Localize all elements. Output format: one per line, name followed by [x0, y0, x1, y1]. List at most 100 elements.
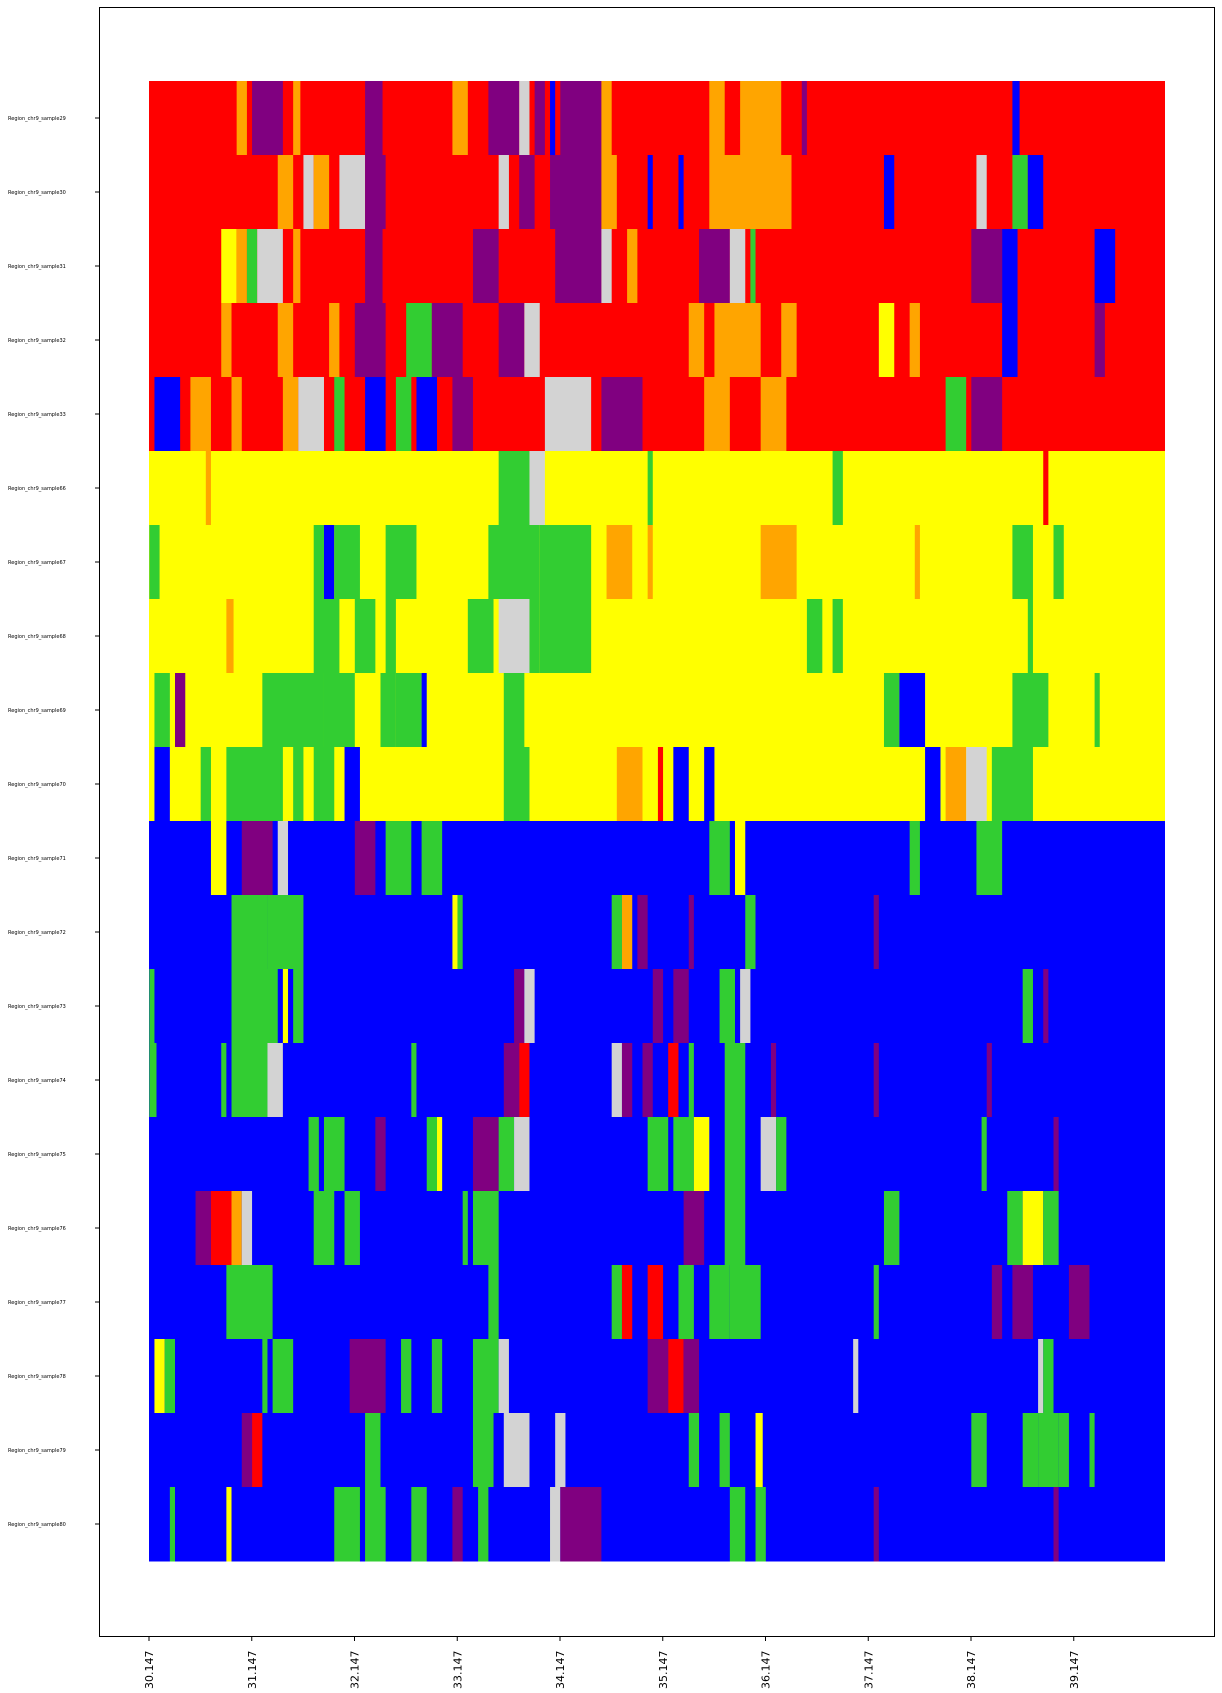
heatmap-cell: [976, 155, 987, 230]
heatmap-cell: [498, 599, 530, 674]
x-tick-label: 39.147: [1068, 1651, 1081, 1690]
y-tick-label: Region_chr9_sample71: [8, 856, 66, 862]
heatmap-cell: [267, 895, 304, 970]
heatmap-cell: [334, 525, 360, 600]
heatmap-cell: [380, 673, 396, 748]
heatmap-row: [149, 1043, 1165, 1118]
heatmap-cell: [231, 895, 268, 970]
heatmap-cell: [1038, 1339, 1044, 1414]
heatmap-cell: [226, 747, 283, 822]
heatmap-cell: [704, 747, 715, 822]
heatmap-cell: [976, 821, 1003, 896]
heatmap-cell: [149, 969, 155, 1044]
heatmap-cell: [210, 821, 227, 896]
heatmap-cell: [272, 1339, 294, 1414]
heatmap-cell: [1043, 451, 1049, 526]
heatmap-cell: [277, 303, 294, 378]
heatmap-row: [149, 895, 1165, 970]
heatmap-cell: [221, 1043, 227, 1118]
y-tick-label: Region_chr9_sample77: [8, 1300, 66, 1306]
heatmap-cell: [365, 1487, 386, 1562]
heatmap-cell: [293, 969, 304, 1044]
y-tick-label: Region_chr9_sample74: [8, 1078, 66, 1084]
heatmap-cell: [282, 377, 299, 452]
heatmap-cell: [241, 821, 273, 896]
y-tick-label: Region_chr9_sample78: [8, 1374, 66, 1380]
heatmap-cell: [365, 229, 383, 304]
heatmap-cell: [452, 81, 468, 156]
heatmap-row: [149, 747, 1165, 822]
heatmap-cell: [909, 821, 920, 896]
heatmap-cell: [529, 451, 545, 526]
heatmap-cell: [174, 673, 186, 748]
heatmap-cell: [981, 1117, 987, 1192]
heatmap-cell: [627, 229, 638, 304]
heatmap-cell: [411, 1043, 417, 1118]
heatmap-cell: [1002, 303, 1018, 378]
heatmap-cell: [709, 81, 725, 156]
heatmap-cell: [539, 525, 592, 600]
heatmap-cell: [154, 747, 170, 822]
heatmap-cell: [431, 1339, 443, 1414]
heatmap-cell: [313, 747, 335, 822]
y-tick-label: Region_chr9_sample73: [8, 1004, 66, 1010]
heatmap-row: [149, 969, 1165, 1044]
heatmap-cell: [683, 1339, 700, 1414]
heatmap-cell: [529, 599, 540, 674]
heatmap-cell: [678, 155, 684, 230]
heatmap-cell: [873, 895, 879, 970]
heatmap-cell: [334, 1487, 360, 1562]
heatmap-cell: [555, 1413, 566, 1488]
heatmap-cell: [673, 747, 689, 822]
heatmap-cell: [277, 155, 294, 230]
heatmap-cell: [1053, 525, 1064, 600]
heatmap-cell: [729, 1265, 761, 1340]
heatmap-cell: [611, 1043, 622, 1118]
heatmap-cell: [252, 81, 283, 156]
heatmap-cell: [688, 1043, 694, 1118]
heatmap-cell: [210, 1191, 232, 1266]
heatmap-cell: [688, 1413, 700, 1488]
heatmap-cell: [503, 1413, 530, 1488]
y-tick-label: Region_chr9_sample69: [8, 708, 66, 714]
heatmap-cell: [832, 451, 843, 526]
heatmap-cell: [236, 229, 247, 304]
heatmap-cell: [293, 747, 304, 822]
heatmap-cell: [606, 525, 633, 600]
heatmap-cell: [668, 1043, 679, 1118]
heatmap-cell: [385, 599, 396, 674]
heatmap-cell: [678, 1265, 694, 1340]
y-tick-label: Region_chr9_sample72: [8, 930, 66, 936]
heatmap-cell: [1053, 1487, 1059, 1562]
heatmap-row: [149, 1191, 1165, 1266]
heatmap-cell: [416, 377, 438, 452]
heatmap-cell: [611, 1265, 622, 1340]
heatmap-cell: [503, 673, 525, 748]
heatmap-cell: [303, 155, 314, 230]
heatmap-row-base: [149, 451, 1165, 526]
heatmap-cell: [1043, 1339, 1054, 1414]
x-tick-label: 31.147: [246, 1651, 259, 1690]
heatmap-cell: [431, 303, 463, 378]
heatmap-cell: [267, 1043, 283, 1118]
heatmap-cell: [652, 969, 664, 1044]
heatmap-cell: [724, 1117, 746, 1192]
heatmap-cell: [724, 1191, 746, 1266]
heatmap-cell: [329, 303, 340, 378]
heatmap-cell: [688, 895, 694, 970]
heatmap-cell: [354, 821, 376, 896]
heatmap-cell: [313, 599, 340, 674]
heatmap-cell: [986, 1043, 992, 1118]
heatmap-cell: [498, 1117, 515, 1192]
heatmap-cell: [498, 1339, 509, 1414]
y-tick-label: Region_chr9_sample66: [8, 486, 66, 492]
x-tick-label: 30.147: [143, 1651, 156, 1690]
heatmap-cell: [544, 377, 592, 452]
heatmap-cell: [760, 377, 787, 452]
heatmap-cell: [945, 377, 967, 452]
heatmap-cell: [385, 525, 417, 600]
heatmap-row: [149, 155, 1165, 230]
heatmap-cell: [365, 1413, 381, 1488]
heatmap-cell: [699, 229, 730, 304]
heatmap-cell: [344, 747, 360, 822]
